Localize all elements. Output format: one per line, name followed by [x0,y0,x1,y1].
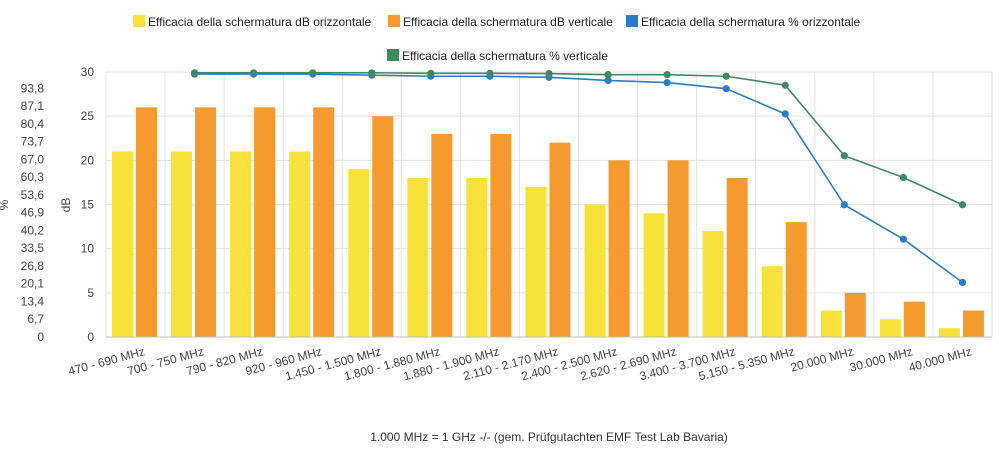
series-point-2 [722,85,730,93]
bar-db-vertical [136,107,157,337]
legend-label: Efficacia della schermatura % verticale [402,49,608,63]
series-point-2 [899,235,908,243]
series-point-3 [781,81,789,89]
legend-label: Efficacia della schermatura % orizzontal… [641,15,861,29]
series-point-3 [663,71,671,79]
bar-db-horizontal [879,319,901,337]
bar-db-horizontal [584,204,606,337]
bar-db-horizontal [466,178,488,337]
bar-db-horizontal [702,231,724,337]
bar-db-horizontal [171,151,193,337]
bar-db-horizontal [407,178,429,337]
legend-label: Efficacia della schermatura dB orizzonta… [148,15,372,29]
series-point-3 [191,69,199,77]
bar-db-vertical [844,292,866,337]
category-label: 30.000 MHz [848,344,914,374]
line-layer [191,69,967,287]
series-point-3 [545,69,553,78]
bar-db-horizontal [112,151,133,337]
series-point-2 [840,201,848,209]
legend-layer: Efficacia della schermatura dB orizzonta… [133,15,861,63]
bar-db-horizontal [938,328,960,337]
legend-swatch [388,15,400,27]
db-tick-label: 5 [87,286,94,300]
category-label: 40.000 MHz [907,344,973,374]
series-point-3 [604,71,612,79]
legend-label: Efficacia della schermatura dB verticale [403,15,613,29]
percent-tick-label: 53,6 [21,188,45,202]
bar-layer [112,107,984,338]
db-tick-label: 0 [87,330,94,344]
bar-db-vertical [785,222,807,337]
legend-swatch [387,49,399,61]
percent-tick-label: 73,7 [21,135,45,149]
db-tick-label: 30 [81,65,95,79]
bar-db-horizontal [289,151,311,337]
percent-tick-label: 6,7 [27,312,44,326]
percent-tick-label: 20,1 [21,277,45,291]
db-axis-label: dB [59,198,73,213]
series-point-3 [899,173,908,182]
legend-swatch [133,15,145,27]
percent-tick-label: 93,8 [21,81,45,95]
bar-db-vertical [254,107,276,337]
series-point-3 [368,69,376,77]
bar-db-vertical [903,301,925,337]
percent-tick-label: 40,2 [21,223,45,237]
percent-tick-label: 13,4 [21,294,45,308]
legend-swatch [626,15,638,27]
percent-tick-label: 87,1 [21,99,45,113]
bar-db-vertical [490,133,512,337]
series-point-3 [840,152,848,160]
category-label: 20.000 MHz [789,344,855,374]
bar-db-vertical [195,107,217,337]
percent-tick-label: 0 [37,330,44,344]
series-point-2 [604,76,612,85]
percent-tick-label: 60,3 [21,170,45,184]
percent-tick-label: 26,8 [21,259,45,273]
chart-footnote: 1.000 MHz = 1 GHz -/- (gem. Prüfgutachte… [370,430,728,444]
bar-db-vertical [667,160,689,337]
series-line-3 [194,71,963,206]
series-point-3 [486,69,494,77]
percent-tick-label: 67,0 [21,152,45,166]
percent-tick-label: 80,4 [21,117,45,131]
percent-axis-label: % [0,199,11,210]
series-point-2 [781,110,789,118]
series-line-2 [194,73,963,284]
bar-db-vertical [726,178,748,337]
series-point-3 [427,69,435,77]
bar-db-horizontal [230,151,252,337]
db-tick-label: 25 [81,109,95,123]
percent-tick-label: 33,5 [21,241,45,255]
percent-tick-label: 46,9 [21,206,45,220]
bar-db-horizontal [525,186,547,337]
db-tick-label: 15 [81,198,95,212]
bar-db-vertical [549,142,571,337]
bar-db-horizontal [643,213,665,337]
bar-db-vertical [372,116,394,338]
series-point-3 [722,72,730,80]
bar-db-vertical [962,310,984,337]
series-point-3 [958,201,967,209]
series-point-3 [250,69,258,77]
db-tick-label: 20 [81,153,95,167]
bar-db-horizontal [820,310,842,337]
db-tick-label: 10 [81,242,95,256]
bar-db-vertical [313,107,335,337]
series-point-2 [958,278,967,287]
bar-db-vertical [608,160,630,337]
bar-db-horizontal [348,169,370,337]
series-point-3 [309,69,317,77]
bar-db-horizontal [761,266,783,337]
bar-db-vertical [431,133,453,337]
series-point-2 [663,79,671,87]
